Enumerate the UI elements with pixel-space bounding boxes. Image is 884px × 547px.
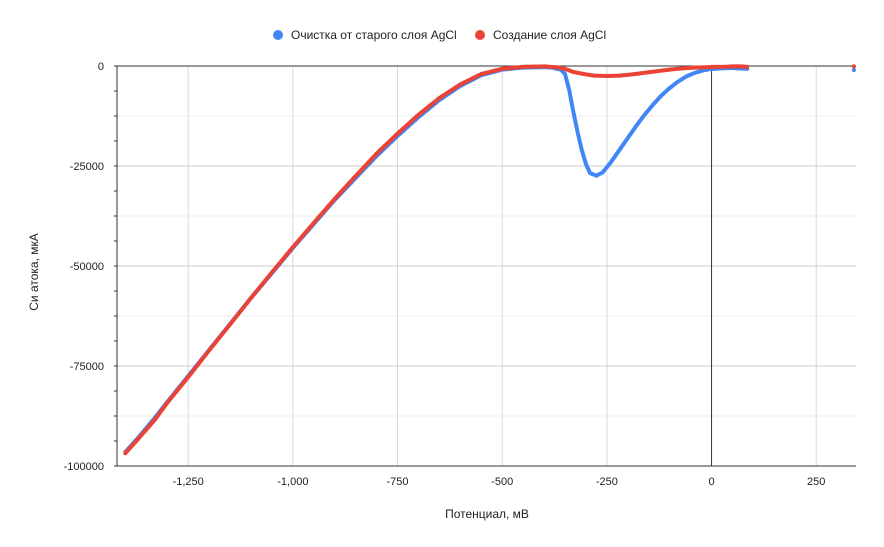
- y-tick-label: -25000: [70, 161, 104, 173]
- data-point: [851, 64, 857, 69]
- legend-label-series-2: Создание слоя AgCl: [493, 28, 606, 42]
- legend-swatch-series-2: [475, 30, 485, 40]
- y-tick-label: -50000: [70, 261, 104, 273]
- x-tick-label: -1,250: [173, 476, 204, 488]
- x-tick-label: -750: [387, 476, 409, 488]
- x-axis-tick-labels: -1,250 -1,000 -750 -500 -250 0 250: [173, 476, 826, 488]
- y-tick-label: -75000: [70, 361, 104, 373]
- legend-item-series-1[interactable]: Очистка от старого слоя AgCl: [273, 28, 457, 42]
- legend-item-series-2[interactable]: Создание слоя AgCl: [475, 28, 606, 42]
- x-tick-label: 0: [708, 476, 714, 488]
- data-point: [745, 64, 750, 69]
- x-tick-label: -250: [596, 476, 618, 488]
- y-tick-label: -100000: [64, 461, 104, 473]
- x-axis-title: Потенциал, мВ: [445, 507, 529, 521]
- legend-label-series-1: Очистка от старого слоя AgCl: [291, 28, 457, 42]
- x-tick-label: 250: [807, 476, 825, 488]
- y-axis-tick-labels: 0 -25000 -50000 -75000 -100000: [64, 61, 104, 473]
- grid: [117, 65, 856, 467]
- legend: Очистка от старого слоя AgCl Создание сл…: [273, 28, 606, 42]
- data-points: [123, 64, 857, 456]
- series-2-points: [123, 64, 857, 456]
- legend-swatch-series-1: [273, 30, 283, 40]
- y-tick-label: 0: [98, 61, 104, 73]
- x-tick-label: -1,000: [277, 476, 308, 488]
- x-tick-label: -500: [491, 476, 513, 488]
- data-point: [851, 67, 857, 73]
- y-axis-title: Си атока, мкА: [27, 233, 41, 311]
